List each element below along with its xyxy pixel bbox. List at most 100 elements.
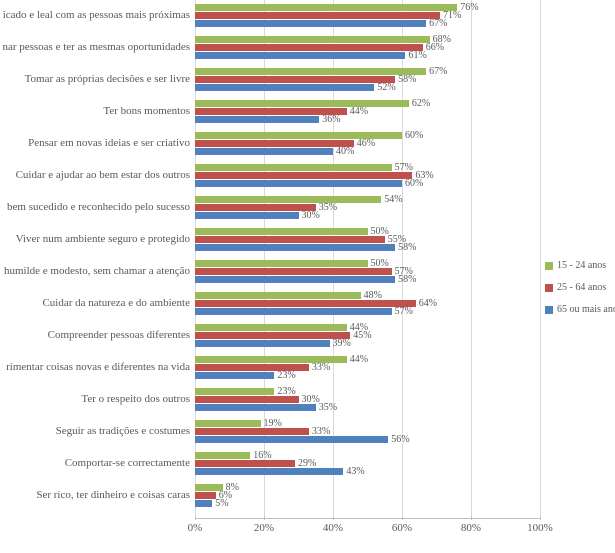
bar-g2	[195, 172, 412, 179]
x-tick-label: 40%	[313, 522, 353, 534]
legend-label: 65 ou mais anos	[557, 304, 615, 315]
bar-g1	[195, 68, 426, 75]
category-label: Compreender pessoas diferentes	[0, 329, 190, 341]
legend-swatch	[545, 284, 553, 292]
bar-value-label: 61%	[408, 50, 426, 62]
x-tick-label: 100%	[520, 522, 560, 534]
bar-value-label: 54%	[384, 194, 402, 206]
x-tick-label: 60%	[382, 522, 422, 534]
bar-g2	[195, 76, 395, 83]
bar-value-label: 30%	[302, 210, 320, 222]
bar-g3	[195, 500, 212, 507]
category-axis: icado e leal com as pessoas mais próxima…	[0, 0, 195, 518]
category-label: humilde e modesto, sem chamar a atenção	[0, 265, 190, 277]
bar-g3	[195, 436, 388, 443]
bar-g3	[195, 116, 319, 123]
bar-g2	[195, 492, 216, 499]
x-tick-mark	[540, 516, 541, 520]
horizontal-grouped-bar-chart: icado e leal com as pessoas mais próxima…	[0, 0, 615, 553]
bar-value-label: 57%	[395, 306, 413, 318]
bar-g1	[195, 100, 409, 107]
x-tick-label: 0%	[175, 522, 215, 534]
bar-value-label: 5%	[215, 498, 228, 510]
category-label: Pensar em novas ideias e ser criativo	[0, 137, 190, 149]
category-label: bem sucedido e reconhecido pelo sucesso	[0, 201, 190, 213]
bar-value-label: 64%	[419, 298, 437, 310]
bar-g1	[195, 228, 368, 235]
gridline	[471, 0, 472, 518]
bar-g3	[195, 84, 374, 91]
bar-g1	[195, 388, 274, 395]
bar-value-label: 60%	[405, 130, 423, 142]
bar-g2	[195, 44, 423, 51]
category-label: Ser rico, ter dinheiro e coisas caras	[0, 489, 190, 501]
bar-value-label: 40%	[336, 146, 354, 158]
bar-g1	[195, 196, 381, 203]
category-label: nar pessoas e ter as mesmas oportunidade…	[0, 41, 190, 53]
x-tick-mark	[471, 516, 472, 520]
bar-value-label: 76%	[460, 2, 478, 14]
bar-g2	[195, 332, 350, 339]
category-label: Comportar-se correctamente	[0, 457, 190, 469]
bar-g2	[195, 396, 299, 403]
bar-g3	[195, 212, 299, 219]
bar-value-label: 60%	[405, 178, 423, 190]
category-label: Cuidar e ajudar ao bem estar dos outros	[0, 169, 190, 181]
bar-value-label: 35%	[319, 202, 337, 214]
bar-value-label: 58%	[398, 274, 416, 286]
legend: 15 - 24 anos25 - 64 anos65 ou mais anos	[545, 255, 615, 321]
bar-g1	[195, 260, 368, 267]
bar-value-label: 36%	[322, 114, 340, 126]
bar-g2	[195, 300, 416, 307]
gridline	[540, 0, 541, 518]
category-label: rimentar coisas novas e diferentes na vi…	[0, 361, 190, 373]
bar-value-label: 66%	[426, 42, 444, 54]
bar-value-label: 23%	[277, 370, 295, 382]
bar-g3	[195, 276, 395, 283]
plot-area: 76%71%67%68%66%61%67%58%52%62%44%36%60%4…	[195, 0, 540, 519]
bar-g1	[195, 452, 250, 459]
bar-value-label: 35%	[319, 402, 337, 414]
bar-value-label: 39%	[333, 338, 351, 350]
bar-value-label: 44%	[350, 106, 368, 118]
bar-g2	[195, 268, 392, 275]
bar-g3	[195, 148, 333, 155]
bar-value-label: 67%	[429, 18, 447, 30]
legend-label: 25 - 64 anos	[557, 282, 606, 293]
x-tick-mark	[195, 516, 196, 520]
bar-g2	[195, 428, 309, 435]
category-label: Cuidar da natureza e do ambiente	[0, 297, 190, 309]
category-label: Tomar as próprias decisões e ser livre	[0, 73, 190, 85]
bar-g3	[195, 20, 426, 27]
bar-g2	[195, 236, 385, 243]
category-label: icado e leal com as pessoas mais próxima…	[0, 9, 190, 21]
bar-value-label: 62%	[412, 98, 430, 110]
x-axis: 0%20%40%60%80%100%	[195, 520, 540, 540]
x-tick-mark	[402, 516, 403, 520]
category-label: Seguir as tradições e costumes	[0, 425, 190, 437]
bar-g3	[195, 468, 343, 475]
bar-g1	[195, 420, 261, 427]
bar-g3	[195, 372, 274, 379]
bar-value-label: 58%	[398, 242, 416, 254]
bar-value-label: 56%	[391, 434, 409, 446]
bar-g3	[195, 180, 402, 187]
bar-g3	[195, 308, 392, 315]
bar-g2	[195, 140, 354, 147]
bar-value-label: 43%	[346, 466, 364, 478]
bar-g2	[195, 460, 295, 467]
legend-swatch	[545, 306, 553, 314]
bar-value-label: 52%	[377, 82, 395, 94]
bar-g1	[195, 36, 430, 43]
legend-item: 25 - 64 anos	[545, 277, 615, 299]
x-tick-mark	[264, 516, 265, 520]
bar-value-label: 45%	[353, 330, 371, 342]
x-tick-mark	[333, 516, 334, 520]
bar-g1	[195, 4, 457, 11]
x-tick-label: 20%	[244, 522, 284, 534]
bar-value-label: 46%	[357, 138, 375, 150]
bar-g3	[195, 340, 330, 347]
bar-value-label: 33%	[312, 362, 330, 374]
category-label: Viver num ambiente seguro e protegido	[0, 233, 190, 245]
bar-g2	[195, 12, 440, 19]
